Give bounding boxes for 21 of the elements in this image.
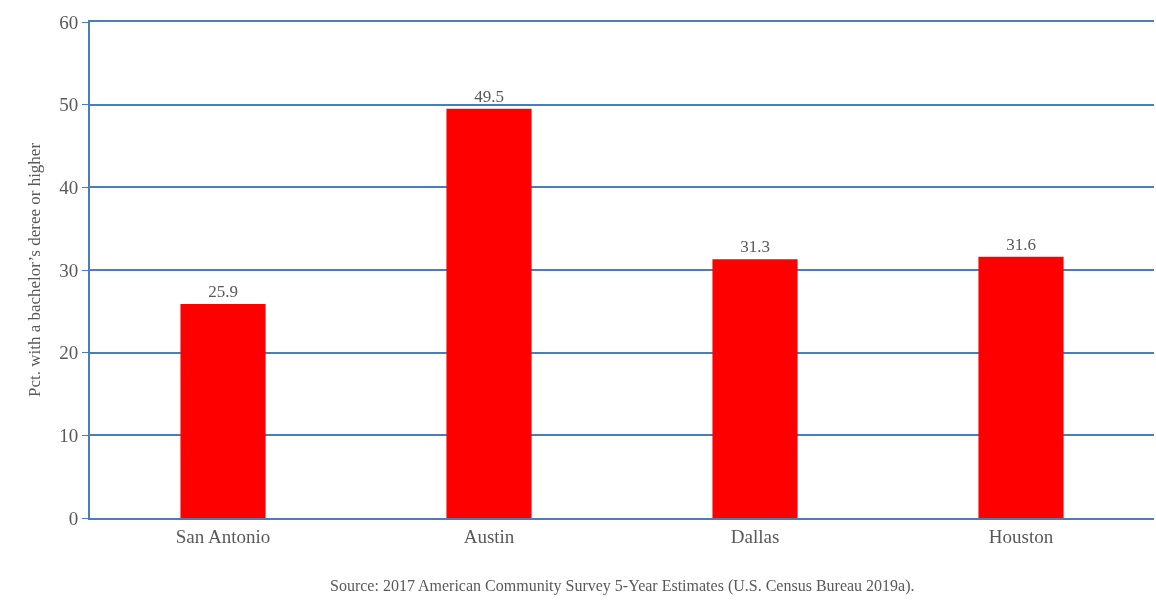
data-label: 49.5	[474, 86, 504, 106]
bar	[446, 108, 532, 518]
x-tick-label: San Antonio	[175, 525, 271, 547]
y-tick-label: 10	[59, 424, 79, 446]
y-axis-title: Pct. with a bachelor’s deree or higher	[25, 142, 45, 398]
x-tick-label: Austin	[463, 525, 515, 547]
y-tick-label: 0	[68, 507, 79, 529]
source-note: Source: 2017 American Community Survey 5-Year Estimates (U.S. Census Bureau 2019a).	[330, 577, 915, 595]
y-tick-label: 60	[59, 11, 79, 33]
bar	[978, 256, 1064, 518]
y-tick-label: 20	[59, 342, 79, 364]
x-tick-label: Houston	[988, 525, 1054, 547]
bar	[180, 303, 266, 518]
y-tick-label: 40	[59, 176, 79, 198]
data-label: 31.3	[740, 237, 770, 257]
x-tick-label: Dallas	[730, 525, 780, 547]
data-label: 31.6	[1006, 234, 1036, 254]
bar	[712, 259, 798, 518]
y-tick-label: 50	[59, 94, 79, 116]
data-label: 25.9	[208, 281, 238, 301]
y-tick-label: 30	[59, 259, 79, 281]
